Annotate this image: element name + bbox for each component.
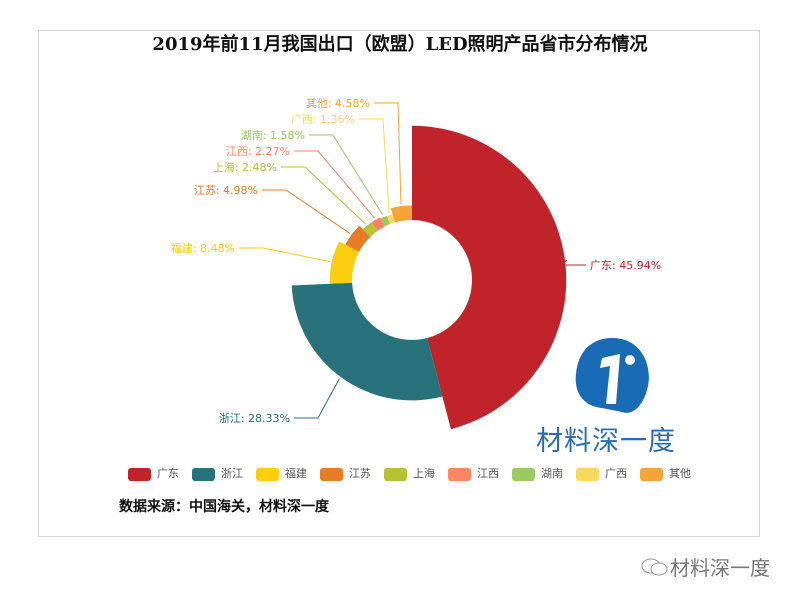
data-label: 浙江: 28.33% (219, 412, 290, 425)
legend-label: 其他 (669, 467, 691, 480)
legend-swatch (256, 467, 279, 481)
label-line (309, 134, 384, 216)
legend-label: 江苏 (349, 467, 371, 480)
legend-swatch (128, 467, 151, 481)
legend-label: 上海 (413, 467, 435, 480)
watermark-text: 材料深一度 (670, 556, 770, 580)
label-line (262, 189, 351, 234)
legend-label: 广西 (605, 467, 627, 480)
logo-text: 材料深一度 (536, 426, 676, 457)
legend-item[interactable]: 湖南 (512, 467, 563, 481)
slice-广西[interactable] (386, 214, 395, 225)
label-line (560, 259, 586, 266)
data-label: 福建: 8.48% (171, 241, 235, 255)
legend-swatch (576, 467, 599, 481)
data-label: 其他: 4.58% (306, 97, 370, 110)
legend-item[interactable]: 江苏 (320, 467, 371, 481)
label-line (294, 150, 375, 219)
wechat-icon (641, 558, 668, 575)
data-label: 湖南: 1.58% (241, 129, 305, 142)
legend-swatch (320, 467, 343, 481)
label-line (294, 378, 340, 419)
slice-湖南[interactable] (380, 215, 391, 227)
label-line (239, 247, 330, 263)
slice-江苏[interactable] (345, 225, 371, 252)
slice-江西[interactable] (371, 217, 385, 231)
legend-swatch (384, 467, 407, 481)
legend-swatch (448, 467, 471, 481)
legend-swatch (512, 467, 535, 481)
legend-swatch (192, 467, 215, 481)
data-label: 广西: 1.36% (291, 113, 355, 126)
chart-card (38, 30, 760, 537)
watermark: 材料深一度 (640, 552, 770, 581)
chart-title: 2019年前11月我国出口（欧盟）LED照明产品省市分布情况 (152, 34, 648, 55)
slice-其他[interactable] (390, 205, 412, 223)
slice-上海[interactable] (362, 222, 378, 237)
legend-item[interactable]: 上海 (384, 467, 435, 481)
data-label: 上海: 2.48% (213, 160, 277, 174)
label-line (374, 102, 402, 205)
legend-item[interactable]: 其他 (640, 467, 691, 481)
legend-label: 广东 (157, 467, 179, 480)
logo-icon (575, 338, 649, 413)
legend-item[interactable]: 江西 (448, 467, 499, 481)
data-source: 数据来源：中国海关，材料深一度 (119, 499, 329, 515)
legend-item[interactable]: 广西 (576, 467, 627, 481)
legend-label: 湖南 (541, 467, 563, 480)
legend-label: 福建 (285, 467, 307, 480)
data-label: 江苏: 4.98% (194, 184, 258, 197)
legend-label: 浙江 (221, 467, 243, 480)
legend-item[interactable]: 广东 (128, 467, 179, 481)
slice-广东[interactable] (412, 125, 567, 430)
legend-swatch (640, 467, 663, 481)
legend-item[interactable]: 浙江 (192, 467, 243, 481)
slice-浙江[interactable] (291, 282, 443, 401)
legend-label: 江西 (477, 467, 499, 480)
label-line (359, 118, 390, 214)
label-line (281, 166, 366, 225)
data-label: 广东: 45.94% (590, 259, 661, 272)
legend: 广东 浙江 福建 江苏 上海 江西 湖南 广西 其他 (128, 467, 704, 481)
data-label: 江西: 2.27% (226, 145, 290, 158)
slice-福建[interactable] (329, 241, 359, 284)
legend-item[interactable]: 福建 (256, 467, 307, 481)
